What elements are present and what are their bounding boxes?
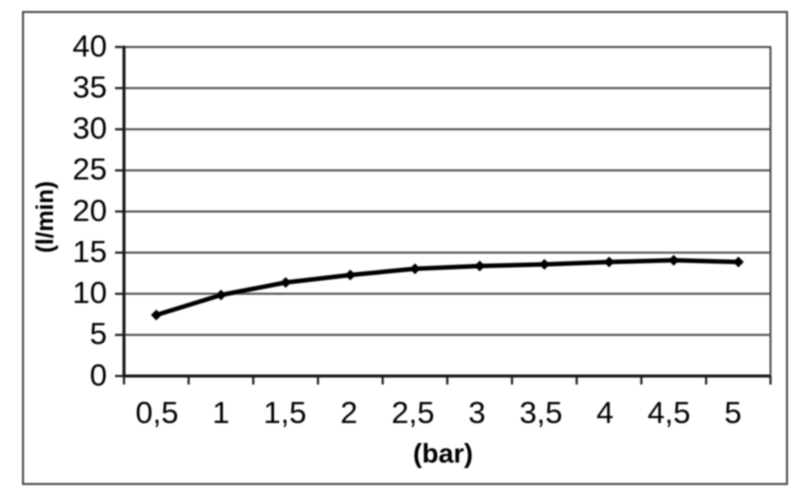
svg-text:5: 5	[90, 316, 107, 351]
svg-text:0,5: 0,5	[135, 395, 178, 430]
svg-text:1: 1	[212, 395, 229, 430]
svg-text:0: 0	[90, 357, 107, 392]
svg-text:(l/min): (l/min)	[32, 181, 59, 253]
svg-text:40: 40	[73, 28, 107, 63]
svg-text:1,5: 1,5	[263, 395, 306, 430]
svg-text:2,5: 2,5	[391, 395, 434, 430]
svg-text:30: 30	[73, 111, 107, 146]
svg-text:20: 20	[73, 193, 107, 228]
svg-text:10: 10	[73, 275, 107, 310]
svg-text:25: 25	[73, 152, 107, 187]
svg-text:35: 35	[73, 69, 107, 104]
svg-text:4,5: 4,5	[647, 395, 690, 430]
svg-text:3: 3	[468, 395, 485, 430]
svg-text:2: 2	[340, 395, 357, 430]
svg-text:4: 4	[596, 395, 613, 430]
svg-text:15: 15	[73, 234, 107, 269]
svg-text:3,5: 3,5	[519, 395, 562, 430]
svg-text:(bar): (bar)	[413, 439, 473, 469]
svg-text:5: 5	[724, 395, 741, 430]
